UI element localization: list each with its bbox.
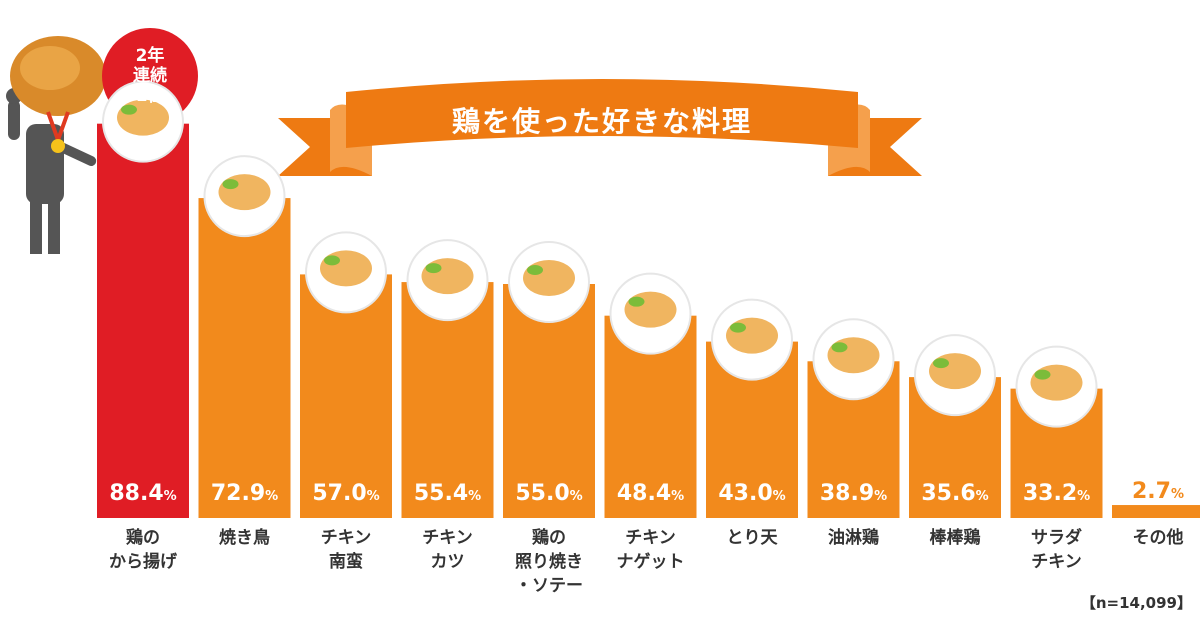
category-label-line: チキン: [1031, 552, 1082, 572]
category-label-line: 焼き鳥: [219, 528, 270, 548]
category-label-6: チキン ナゲット: [601, 526, 701, 574]
food-dish-icon: [523, 260, 575, 296]
garnish-icon: [527, 265, 543, 275]
garnish-icon: [933, 358, 949, 369]
food-dish-icon: [929, 353, 981, 390]
category-label-line: その他: [1132, 528, 1184, 548]
ranking-badge-text: 2年 連続 1位: [102, 28, 198, 124]
category-label-line: サラダ: [1031, 528, 1082, 548]
food-dish-icon: [624, 291, 677, 328]
bar-4: [401, 282, 494, 518]
value-label-8: 38.9%: [820, 481, 887, 506]
badge-line-2: 連続: [133, 66, 167, 86]
value-label-10: 33.2%: [1023, 481, 1090, 506]
value-label-7: 43.0%: [718, 481, 785, 506]
category-label-line: 鶏の: [126, 528, 160, 548]
category-label-4: チキン カツ: [398, 526, 498, 574]
food-dish-icon: [421, 258, 474, 295]
garnish-icon: [831, 342, 848, 353]
garnish-icon: [628, 296, 645, 307]
food-dish-icon: [1030, 364, 1083, 401]
category-label-line: とり天: [726, 528, 778, 548]
category-label-8: 油淋鶏: [804, 526, 904, 550]
category-label-2: 焼き鳥: [195, 526, 295, 550]
value-label-3: 57.0%: [312, 481, 379, 506]
category-label-line: チキン: [625, 528, 676, 548]
badge-line-1: 2年: [135, 46, 165, 66]
value-label-6: 48.4%: [617, 481, 684, 506]
garnish-icon: [730, 322, 746, 333]
category-label-line: 照り焼き: [515, 552, 583, 572]
category-label-line: から揚げ: [109, 552, 177, 572]
value-label-11: 2.7%: [1132, 479, 1184, 504]
bar-2: [198, 198, 291, 518]
category-label-line: カツ: [430, 552, 465, 572]
category-label-10: サラダ チキン: [1007, 526, 1107, 574]
garnish-icon: [324, 255, 340, 266]
value-label-1: 88.4%: [109, 481, 176, 506]
category-label-line: ・ソテー: [515, 576, 583, 596]
medal-icon: [51, 139, 65, 153]
value-label-4: 55.4%: [414, 481, 481, 506]
category-label-3: チキン 南蛮: [296, 526, 396, 574]
value-label-2: 72.9%: [211, 481, 278, 506]
category-label-line: 棒棒鶏: [929, 528, 981, 548]
category-label-5: 鶏の照り焼き・ソテー: [499, 526, 599, 598]
value-label-9: 35.6%: [921, 481, 988, 506]
chart-title: 鶏を使った好きな料理: [451, 105, 752, 138]
category-label-line: 鶏の: [532, 528, 566, 548]
sample-size-note: 【n=14,099】: [1080, 594, 1192, 612]
category-label-line: チキン: [320, 528, 372, 548]
food-dish-icon: [726, 317, 778, 354]
category-label-line: 南蛮: [329, 552, 363, 572]
bar-11: [1112, 505, 1200, 518]
bar-1: [97, 123, 189, 519]
badge-line-3: 1位: [135, 86, 165, 106]
category-label-1: 鶏の から揚げ: [93, 526, 193, 574]
garnish-icon: [425, 263, 442, 274]
food-dish-icon: [827, 337, 880, 374]
category-label-line: ナゲット: [616, 552, 685, 572]
food-dish-icon: [218, 174, 271, 211]
food-dish-icon: [320, 250, 372, 287]
garnish-icon: [222, 179, 239, 190]
title-ribbon: [278, 79, 922, 176]
karaage-mascot-icon: [6, 36, 106, 254]
value-label-5: 55.0%: [515, 481, 582, 506]
category-label-9: 棒棒鶏: [905, 526, 1005, 550]
category-label-line: チキン: [422, 528, 473, 548]
garnish-icon: [1034, 369, 1051, 380]
category-label-line: 油淋鶏: [828, 528, 879, 548]
category-label-7: とり天: [702, 526, 802, 550]
garnish-icon: [121, 104, 137, 115]
category-label-11: その他: [1108, 526, 1200, 550]
bar-3: [300, 274, 392, 518]
